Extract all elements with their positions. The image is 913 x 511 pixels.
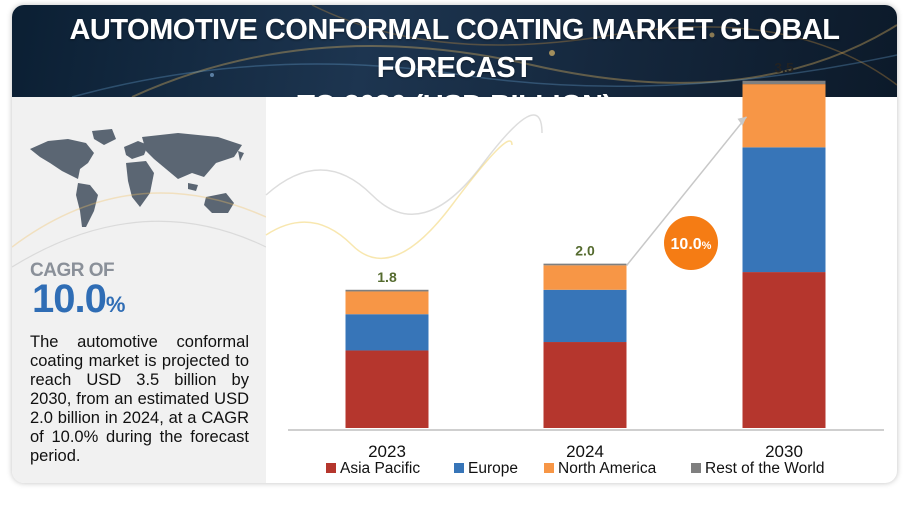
legend-label: North America [558,460,657,477]
cagr-number: 10.0 [32,277,107,321]
bar-2024-north-america [543,265,627,290]
bar-2024-asia-pacific [543,342,627,428]
bar-2024-europe [543,289,627,343]
bar-2030-europe [742,147,826,273]
chart-background-curves [265,114,543,260]
chart-title: AUTOMOTIVE CONFORMAL COATING MARKET GLOB… [12,11,897,97]
cagr-annotation: 10.0% [625,116,748,270]
world-map-icon [30,129,244,227]
summary-panel: CAGR OF 10.0% The automotive conformal c… [12,97,266,483]
legend-label: Asia Pacific [340,460,420,477]
title-line-1: AUTOMOTIVE CONFORMAL COATING MARKET GLOB… [69,14,840,84]
x-tick-label: 2024 [566,442,604,461]
cagr-arrow-head [737,116,747,126]
header-banner: AUTOMOTIVE CONFORMAL COATING MARKET GLOB… [12,5,897,97]
stacked-bar-chart: 2023 2024 2030 1.8 2.0 3.5 10.0% Asia Pacifi… [265,60,884,477]
legend-swatch [691,463,701,473]
title-line-2: TO 2030 (USD BILLION) [12,87,897,97]
total-labels: 1.8 2.0 3.5 [377,60,794,285]
bar-2023-europe [345,314,429,351]
bar-2023-rest-of-the-world [345,289,429,292]
cagr-bubble [664,216,718,270]
infographic-card: AUTOMOTIVE CONFORMAL COATING MARKET GLOB… [12,5,897,483]
bar-2024-rest-of-the-world [543,263,627,266]
legend-swatch [454,463,464,473]
x-axis-ticks: 2023 2024 2030 [368,442,803,461]
chart-bars [345,80,826,428]
bar-2030-asia-pacific [742,272,826,428]
chart-legend: Asia Pacific Europe North America Rest of t… [326,460,824,477]
legend-swatch [326,463,336,473]
cagr-value: 10.0% [32,277,126,322]
total-label: 1.8 [377,269,397,285]
header-decoration [71,5,897,97]
x-tick-label: 2030 [765,442,803,461]
x-tick-label: 2023 [368,442,406,461]
cagr-label: CAGR OF [30,260,115,281]
legend-label: Europe [468,460,518,477]
panel-decoration [12,192,266,268]
bar-2023-north-america [345,291,429,315]
cagr-arrow-line [625,116,748,267]
market-description: The automotive conformal coating market … [30,333,249,465]
legend-label: Rest of the World [705,460,824,477]
legend-swatch [544,463,554,473]
cagr-unit: % [105,292,126,317]
bar-2030-rest-of-the-world [742,80,826,85]
total-label: 2.0 [575,243,595,259]
bar-2023-asia-pacific [345,350,429,428]
bar-2030-north-america [742,84,826,148]
total-label: 3.5 [774,60,794,76]
cagr-bubble-label: 10.0% [671,236,712,253]
